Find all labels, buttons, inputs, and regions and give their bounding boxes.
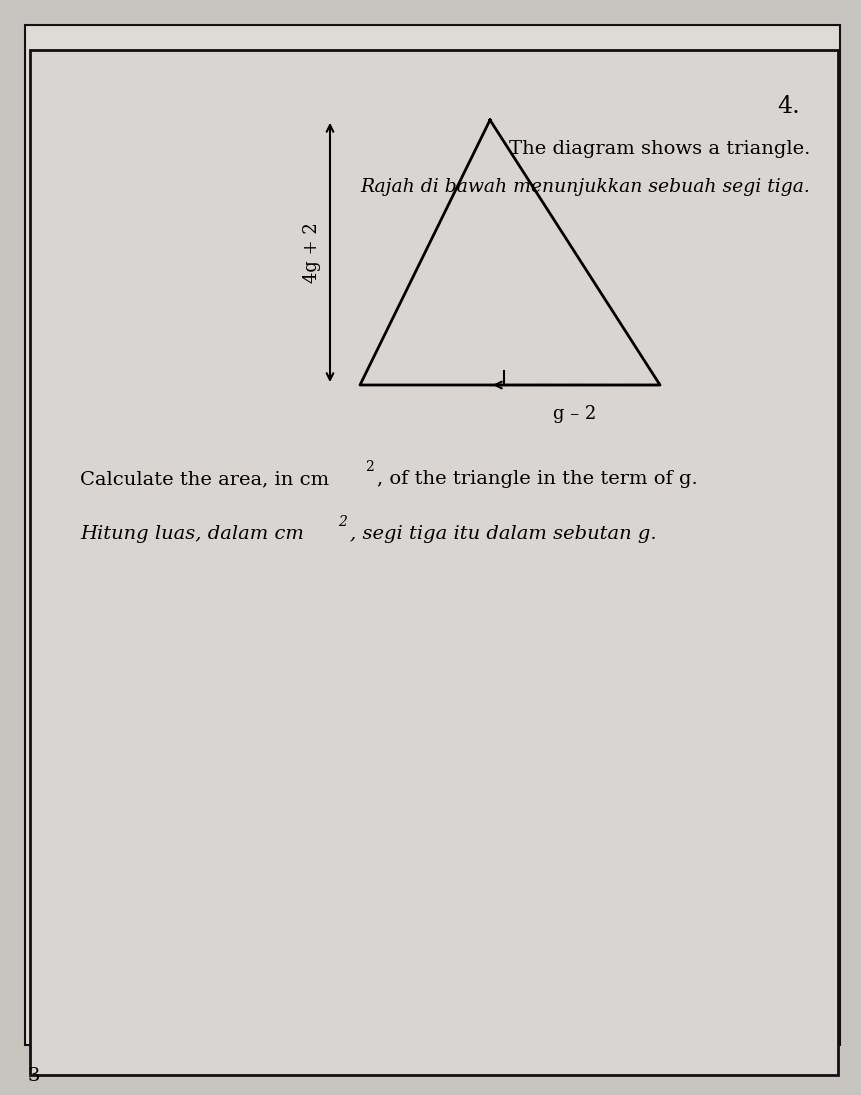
Text: Calculate the area, in cm: Calculate the area, in cm <box>80 470 329 488</box>
Text: The diagram shows a triangle.: The diagram shows a triangle. <box>508 140 809 158</box>
Text: , of the triangle in the term of g.: , of the triangle in the term of g. <box>376 470 697 488</box>
Text: Rajah di bawah menunjukkan sebuah segi tiga.: Rajah di bawah menunjukkan sebuah segi t… <box>360 178 809 196</box>
Text: , segi tiga itu dalam sebutan g.: , segi tiga itu dalam sebutan g. <box>350 525 656 543</box>
Text: 3: 3 <box>28 1067 40 1085</box>
Text: 2: 2 <box>338 515 346 529</box>
Text: 4.: 4. <box>777 95 799 118</box>
Text: g – 2: g – 2 <box>553 405 596 423</box>
Text: Hitung luas, dalam cm: Hitung luas, dalam cm <box>80 525 304 543</box>
Text: 4g + 2: 4g + 2 <box>303 222 320 283</box>
Text: 2: 2 <box>364 460 374 474</box>
